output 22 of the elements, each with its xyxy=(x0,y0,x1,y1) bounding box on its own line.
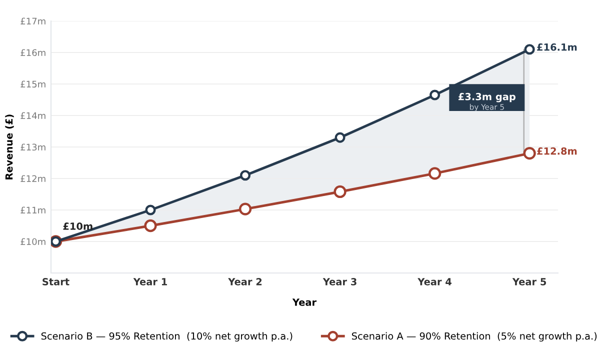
legend-label: Scenario A — 90% Retention (5% net growth p.a.) xyxy=(352,332,597,342)
annotation: £16.1m xyxy=(537,43,577,51)
y-tick-label: £17m xyxy=(20,18,46,24)
legend-label: Scenario B — 95% Retention (10% net growth p.a.) xyxy=(41,332,292,342)
annotation: £12.8m xyxy=(537,147,577,155)
y-axis-title: Revenue (£) xyxy=(5,114,14,180)
x-tick-label: Start xyxy=(42,278,70,286)
y-tick-label: £12m xyxy=(20,175,46,182)
x-tick-label: Year 1 xyxy=(133,278,167,286)
y-tick-label: £16m xyxy=(20,49,46,56)
annotation: £10m xyxy=(63,222,92,230)
x-tick-label: Year 5 xyxy=(512,278,546,286)
x-tick-label: Year 4 xyxy=(418,278,452,286)
x-tick-label: Year 2 xyxy=(228,278,262,286)
y-tick-label: £11m xyxy=(20,206,46,214)
annotation: £3.3m gap xyxy=(458,92,516,102)
y-tick-label: £13m xyxy=(20,144,46,151)
x-tick-label: Year 3 xyxy=(322,278,356,286)
y-tick-label: £14m xyxy=(20,112,46,119)
x-axis-title: Year xyxy=(292,298,317,306)
y-tick-label: £10m xyxy=(20,238,46,246)
y-tick-label: £15m xyxy=(20,80,46,88)
